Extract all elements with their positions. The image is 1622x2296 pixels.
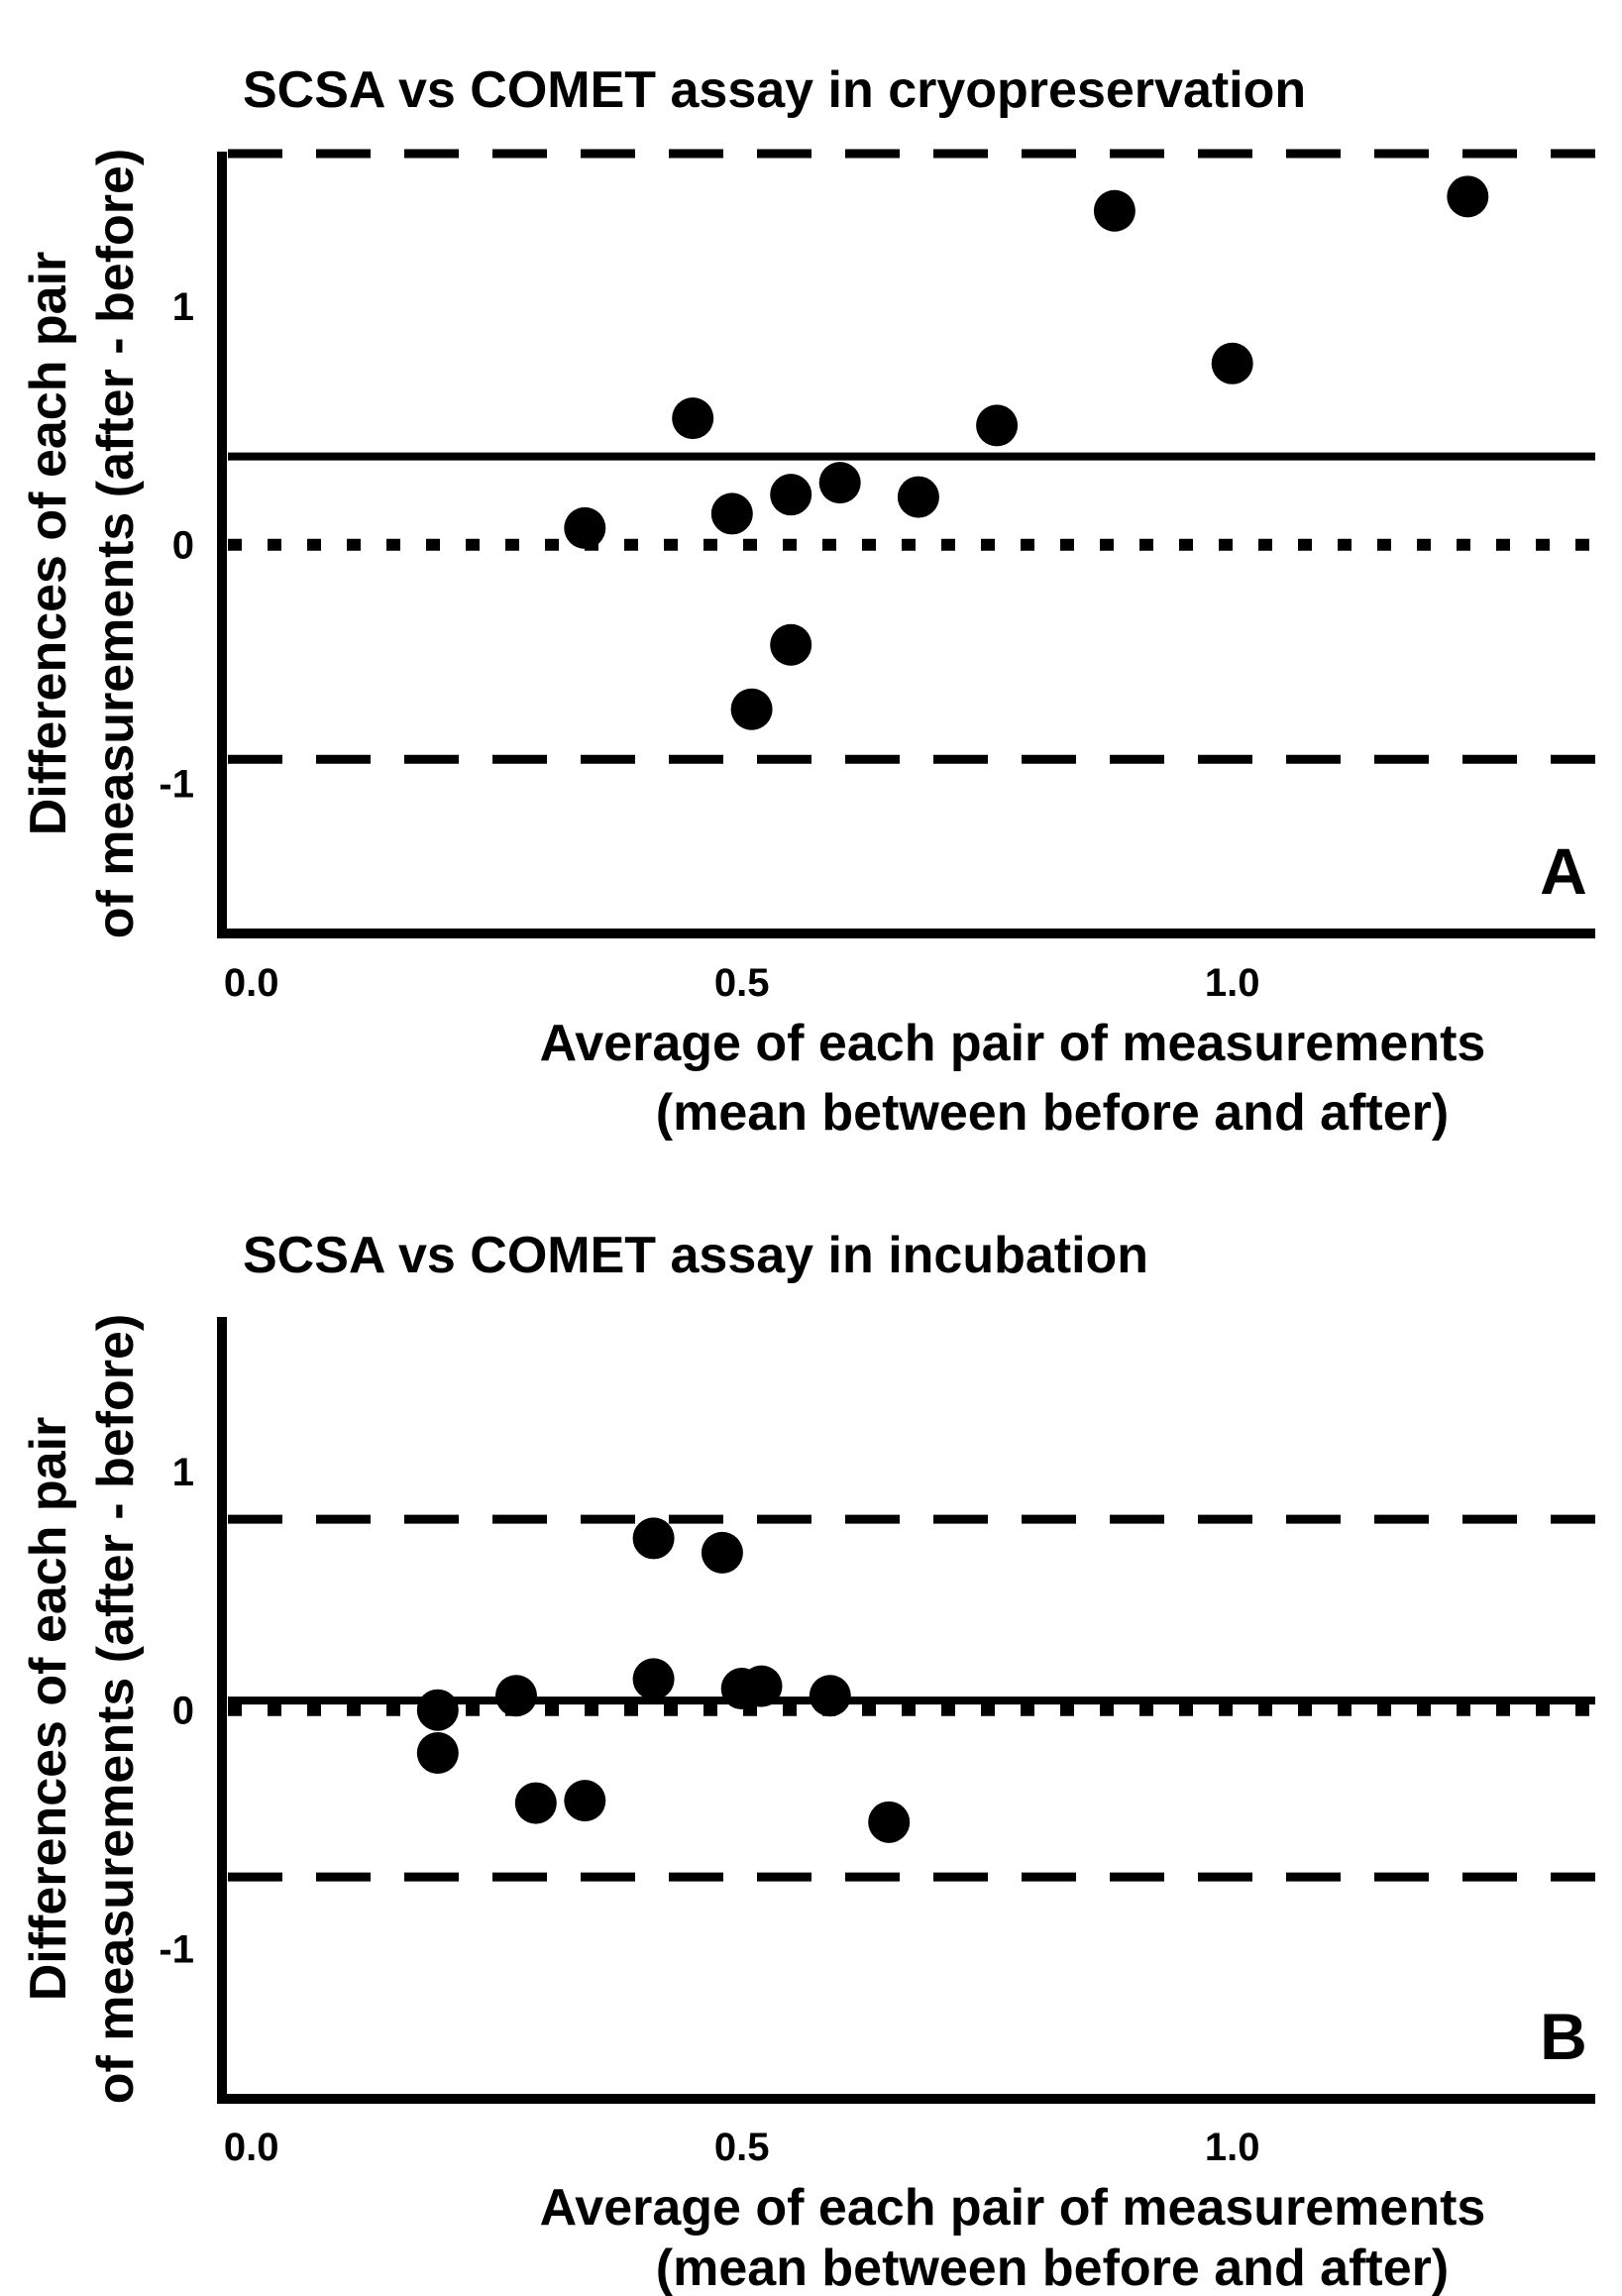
panel-label: B — [1540, 2000, 1587, 2073]
data-point — [868, 1801, 911, 1843]
data-point — [564, 506, 606, 549]
y-tick-label: -1 — [159, 1927, 194, 1971]
y-tick-label: 1 — [172, 1451, 194, 1494]
chart-panel-a: SCSA vs COMET assay in cryopreservation 1… — [20, 61, 1595, 1142]
data-point — [416, 1689, 459, 1731]
y-axis-title: Differences of each pair — [20, 1417, 77, 2002]
data-point — [809, 1675, 851, 1717]
chart-panel-b: SCSA vs COMET assay in incubation 1 0 -1 0.0… — [20, 1227, 1595, 2296]
data-point — [416, 1732, 459, 1775]
x-tick-label: 0.5 — [714, 961, 770, 1005]
data-point — [701, 1531, 743, 1574]
y-tick-label: 1 — [172, 285, 194, 329]
chart-title: SCSA vs COMET assay in cryopreservation — [243, 61, 1306, 119]
panel-label: A — [1540, 834, 1587, 908]
data-point — [818, 462, 861, 504]
data-point — [632, 1517, 675, 1560]
data-point — [770, 623, 812, 666]
data-point — [897, 476, 939, 518]
x-axis-title: Average of each pair of measurements — [540, 1015, 1486, 1072]
y-axis-subtitle: of measurements (after - before) — [87, 1314, 145, 2105]
data-point — [1093, 189, 1135, 232]
data-point — [564, 1780, 606, 1822]
data-point — [632, 1658, 675, 1700]
x-tick-label: 0.0 — [224, 961, 279, 1005]
data-point — [1447, 175, 1489, 218]
data-point — [740, 1665, 783, 1707]
data-point — [495, 1675, 537, 1717]
x-tick-label: 1.0 — [1205, 2126, 1260, 2169]
chart-title: SCSA vs COMET assay in incubation — [243, 1227, 1148, 1284]
data-point — [672, 397, 714, 440]
y-tick-label: -1 — [159, 762, 194, 806]
data-point — [976, 404, 1019, 447]
data-point — [514, 1782, 557, 1824]
y-tick-label: 0 — [172, 1690, 194, 1733]
x-tick-label: 0.0 — [224, 2126, 279, 2169]
y-axis-title: Differences of each pair — [20, 252, 77, 836]
data-point — [770, 474, 812, 516]
data-point — [1211, 342, 1253, 384]
x-axis-subtitle: (mean between before and after) — [656, 2240, 1449, 2296]
data-point — [730, 688, 773, 730]
x-axis-title: Average of each pair of measurements — [540, 2179, 1486, 2237]
x-tick-label: 1.0 — [1205, 961, 1260, 1005]
data-point — [710, 492, 753, 535]
y-tick-label: 0 — [172, 524, 194, 568]
y-axis-subtitle: of measurements (after - before) — [87, 149, 145, 939]
x-axis-subtitle: (mean between before and after) — [656, 1084, 1449, 1142]
x-tick-label: 0.5 — [714, 2126, 770, 2169]
